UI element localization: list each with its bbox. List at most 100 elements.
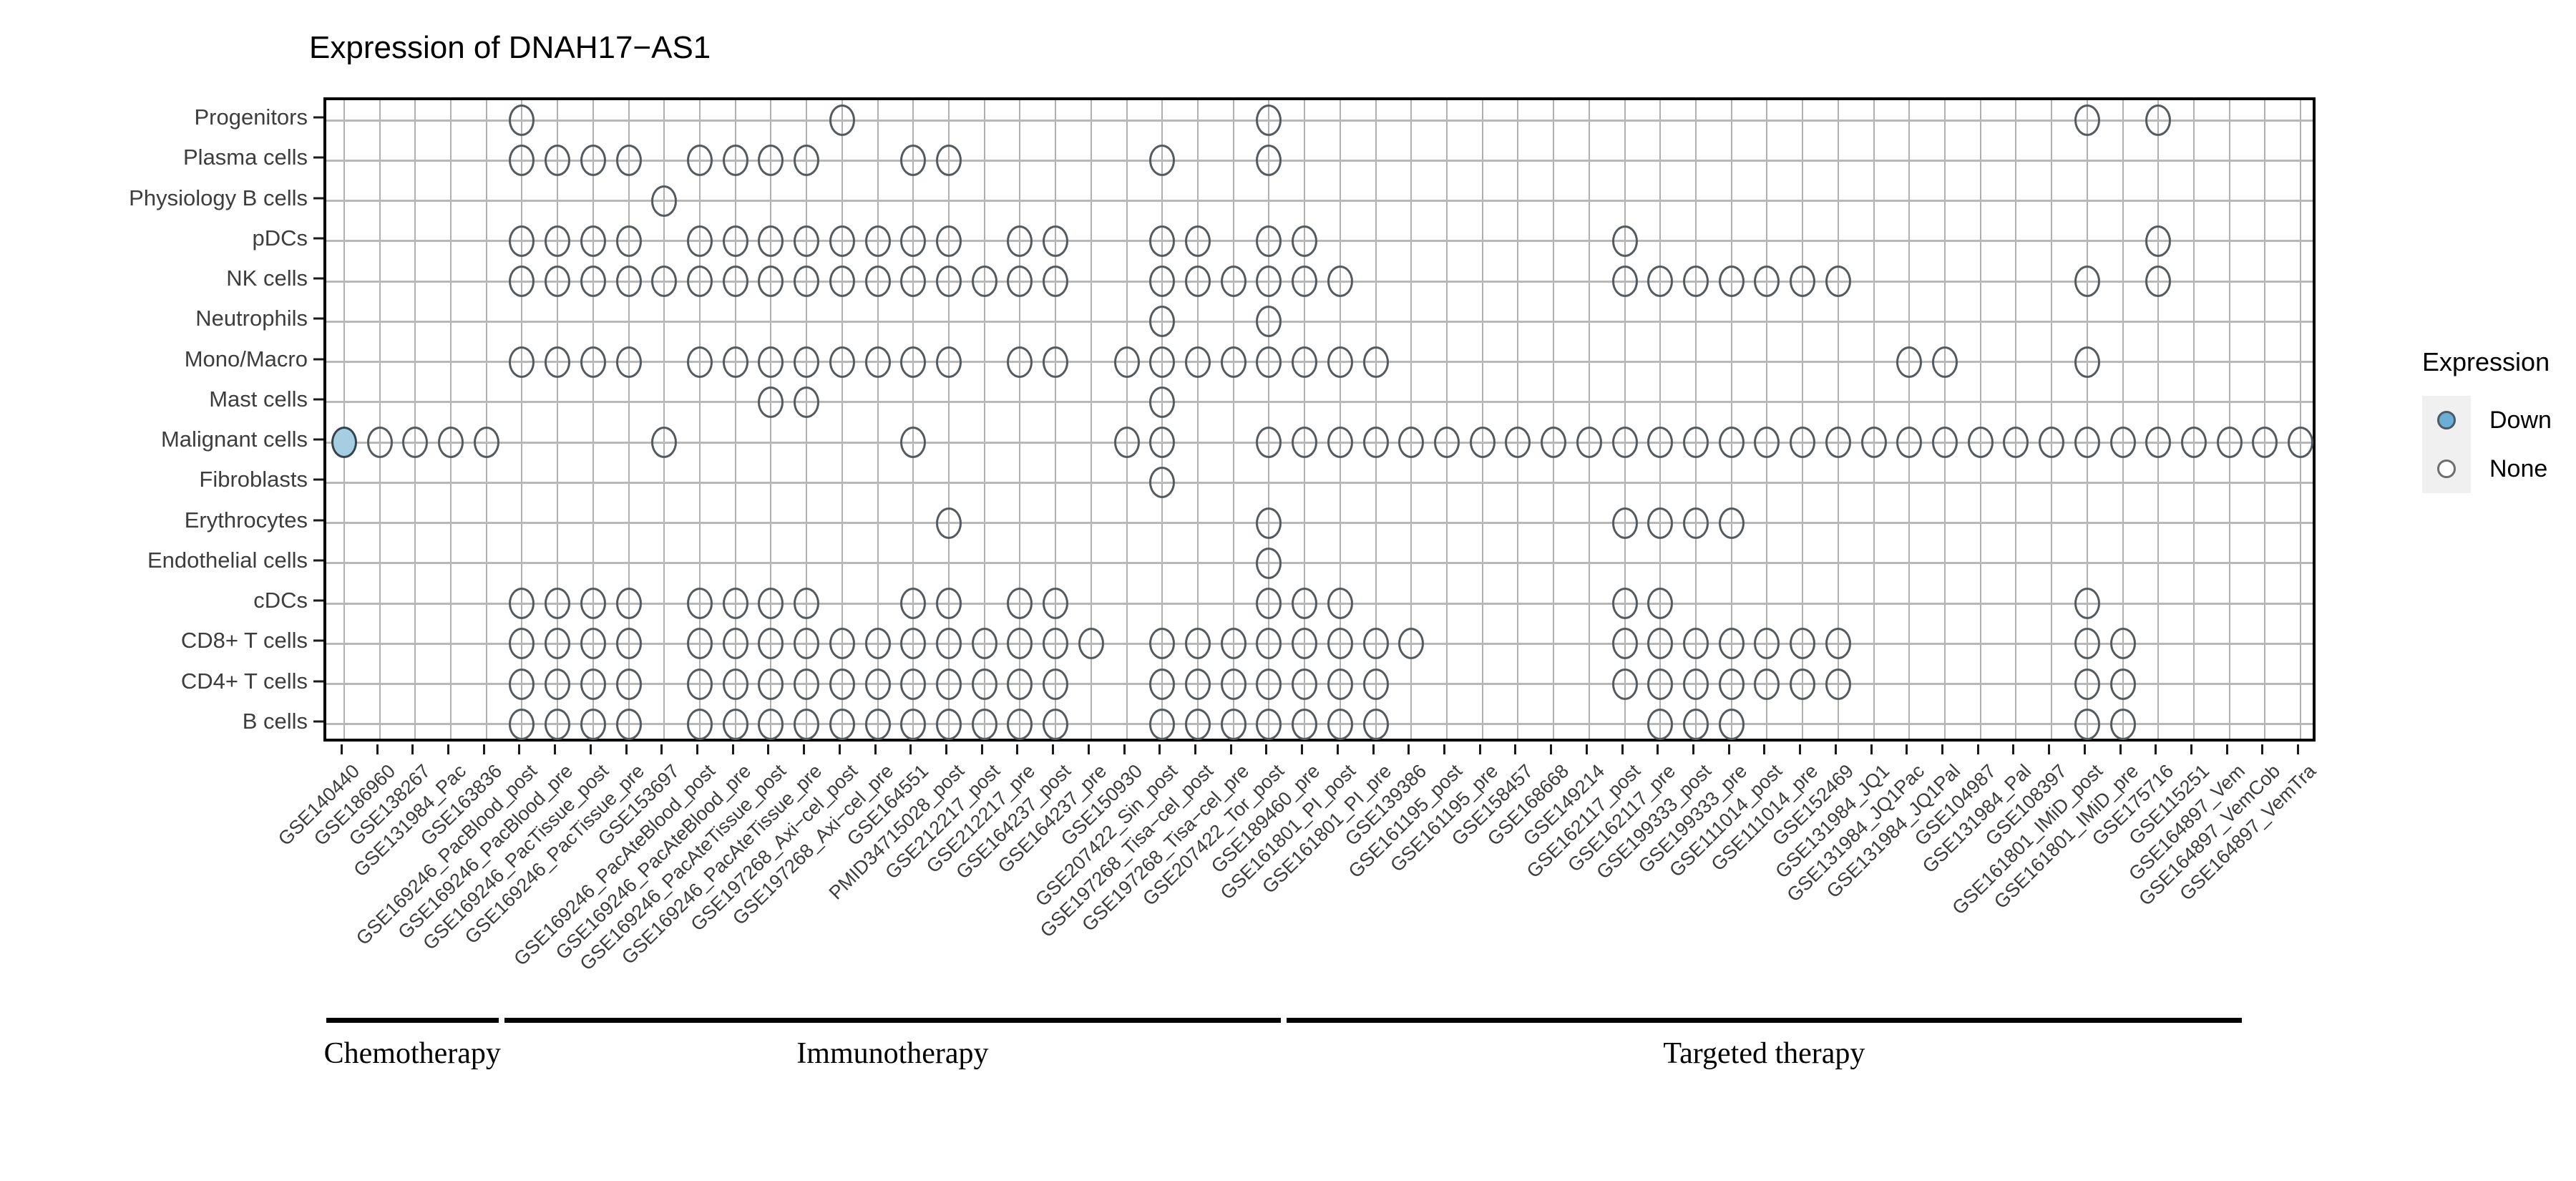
dot-marker[interactable] (1292, 588, 1318, 620)
dot-marker[interactable] (1149, 225, 1176, 257)
dot-marker[interactable] (758, 346, 784, 378)
dot-marker[interactable] (366, 427, 393, 459)
dot-marker[interactable] (545, 145, 571, 177)
dot-marker[interactable] (794, 266, 820, 298)
dot-marker[interactable] (758, 588, 784, 620)
dot-marker[interactable] (2109, 708, 2136, 740)
dot-marker[interactable] (1256, 628, 1282, 660)
dot-marker[interactable] (1256, 266, 1282, 298)
dot-marker[interactable] (1043, 668, 1069, 700)
dot-marker[interactable] (615, 346, 642, 378)
dot-marker[interactable] (1718, 668, 1745, 700)
dot-marker[interactable] (545, 708, 571, 740)
dot-marker[interactable] (1398, 427, 1425, 459)
dot-marker[interactable] (1007, 708, 1033, 740)
dot-marker[interactable] (1185, 346, 1211, 378)
dot-marker[interactable] (1398, 628, 1425, 660)
dot-marker[interactable] (829, 266, 855, 298)
dot-marker[interactable] (1292, 346, 1318, 378)
dot-marker[interactable] (509, 225, 535, 257)
dot-marker[interactable] (864, 266, 891, 298)
dot-marker[interactable] (1327, 588, 1353, 620)
dot-marker[interactable] (1611, 507, 1638, 539)
dot-marker[interactable] (1043, 628, 1069, 660)
dot-marker[interactable] (722, 346, 748, 378)
dot-marker[interactable] (1292, 668, 1318, 700)
dot-marker[interactable] (1007, 628, 1033, 660)
dot-marker[interactable] (829, 225, 855, 257)
dot-marker[interactable] (1256, 588, 1282, 620)
dot-marker[interactable] (829, 346, 855, 378)
dot-marker[interactable] (2109, 628, 2136, 660)
dot-marker[interactable] (545, 225, 571, 257)
dot-marker[interactable] (1647, 588, 1674, 620)
dot-marker[interactable] (545, 588, 571, 620)
dot-marker[interactable] (1149, 467, 1176, 499)
dot-marker[interactable] (1647, 668, 1674, 700)
dot-marker[interactable] (1149, 306, 1176, 338)
dot-marker[interactable] (1113, 346, 1140, 378)
dot-marker[interactable] (971, 668, 997, 700)
dot-marker[interactable] (1647, 507, 1674, 539)
dot-marker[interactable] (936, 668, 962, 700)
dot-marker[interactable] (687, 628, 713, 660)
dot-marker[interactable] (1043, 225, 1069, 257)
dot-marker[interactable] (758, 145, 784, 177)
dot-marker[interactable] (1718, 507, 1745, 539)
dot-marker[interactable] (758, 708, 784, 740)
dot-marker[interactable] (1078, 628, 1104, 660)
dot-marker[interactable] (509, 668, 535, 700)
dot-marker[interactable] (1683, 668, 1709, 700)
dot-marker[interactable] (900, 266, 927, 298)
dot-marker[interactable] (794, 708, 820, 740)
dot-marker[interactable] (1256, 306, 1282, 338)
dot-marker[interactable] (1256, 427, 1282, 459)
legend-item[interactable]: None (2422, 444, 2552, 493)
dot-marker[interactable] (1611, 427, 1638, 459)
dot-marker[interactable] (1149, 346, 1176, 378)
dot-marker[interactable] (1683, 507, 1709, 539)
dot-marker[interactable] (936, 708, 962, 740)
dot-marker[interactable] (687, 588, 713, 620)
dot-marker[interactable] (829, 628, 855, 660)
dot-marker[interactable] (829, 668, 855, 700)
dot-marker[interactable] (1256, 708, 1282, 740)
dot-marker[interactable] (687, 346, 713, 378)
dot-marker[interactable] (1505, 427, 1531, 459)
dot-marker[interactable] (1362, 668, 1389, 700)
dot-marker[interactable] (1754, 668, 1780, 700)
dot-marker[interactable] (1541, 427, 1567, 459)
dot-marker[interactable] (1256, 668, 1282, 700)
dot-marker[interactable] (651, 266, 678, 298)
dot-marker[interactable] (615, 708, 642, 740)
dot-marker[interactable] (1825, 266, 1851, 298)
dot-marker[interactable] (509, 708, 535, 740)
dot-marker[interactable] (900, 628, 927, 660)
dot-marker[interactable] (1256, 547, 1282, 579)
dot-marker[interactable] (687, 266, 713, 298)
dot-marker[interactable] (1932, 427, 1958, 459)
dot-marker[interactable] (1611, 628, 1638, 660)
dot-marker[interactable] (971, 266, 997, 298)
dot-marker[interactable] (1718, 427, 1745, 459)
dot-marker[interactable] (509, 145, 535, 177)
dot-marker[interactable] (545, 668, 571, 700)
dot-marker[interactable] (687, 145, 713, 177)
dot-marker[interactable] (2145, 225, 2172, 257)
dot-marker[interactable] (1647, 427, 1674, 459)
dot-marker[interactable] (1185, 225, 1211, 257)
dot-marker[interactable] (1292, 427, 1318, 459)
dot-marker[interactable] (1718, 628, 1745, 660)
dot-marker[interactable] (1043, 266, 1069, 298)
dot-marker[interactable] (509, 266, 535, 298)
dot-marker[interactable] (1825, 668, 1851, 700)
dot-marker[interactable] (794, 346, 820, 378)
dot-marker[interactable] (1327, 708, 1353, 740)
dot-marker[interactable] (1362, 427, 1389, 459)
dot-marker[interactable] (509, 346, 535, 378)
dot-marker[interactable] (615, 628, 642, 660)
dot-marker[interactable] (2109, 668, 2136, 700)
dot-marker[interactable] (1611, 668, 1638, 700)
dot-marker[interactable] (2074, 105, 2100, 137)
dot-marker[interactable] (1683, 628, 1709, 660)
